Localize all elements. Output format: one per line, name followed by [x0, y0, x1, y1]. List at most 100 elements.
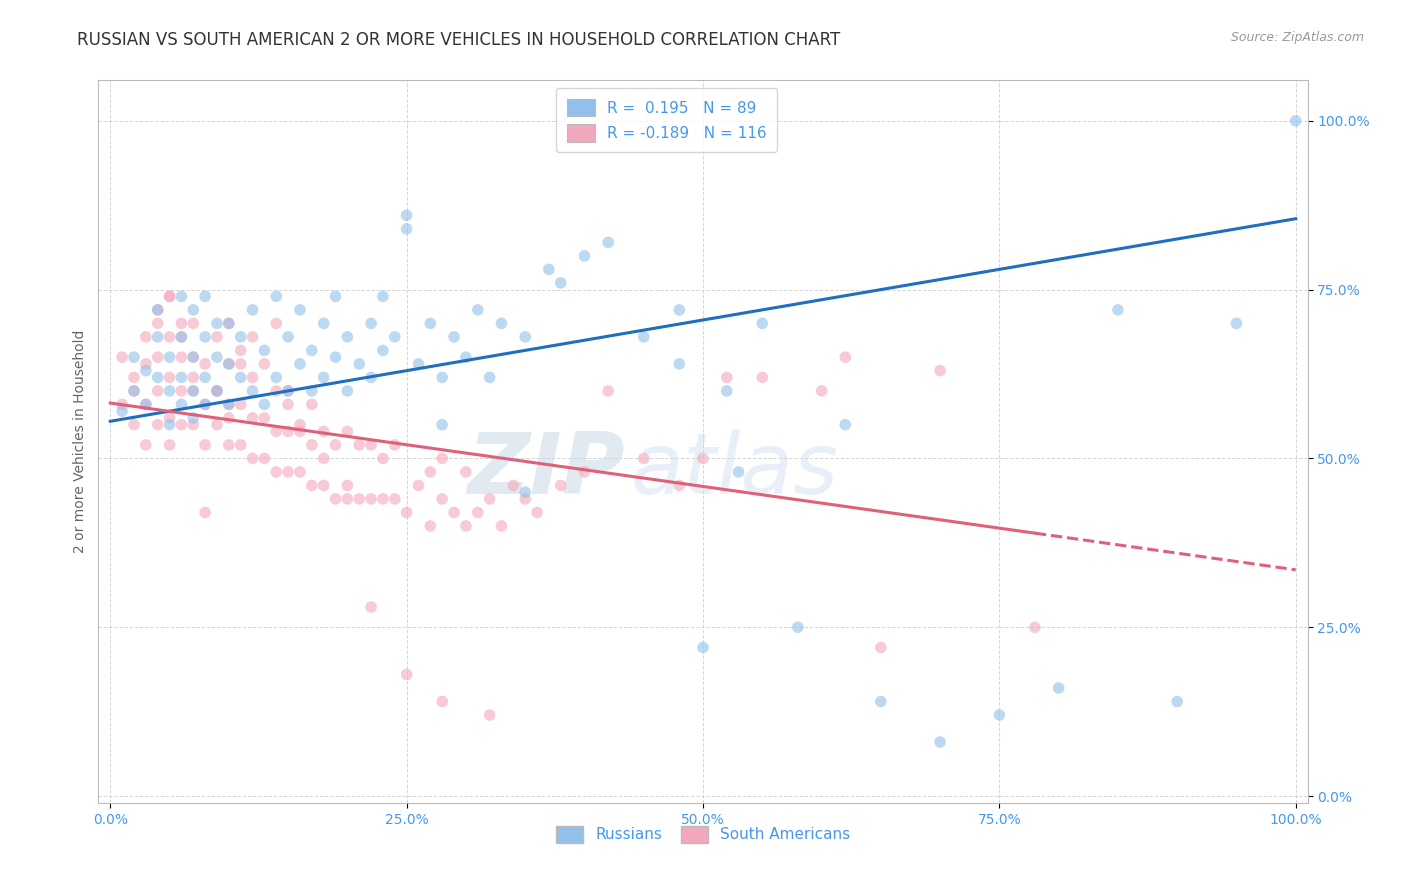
- Point: [1166, 694, 1188, 708]
- Point: [419, 317, 441, 331]
- Point: [312, 451, 335, 466]
- Point: [301, 384, 323, 398]
- Point: [170, 350, 193, 364]
- Point: [347, 491, 370, 506]
- Point: [692, 451, 714, 466]
- Point: [264, 384, 287, 398]
- Point: [159, 411, 181, 425]
- Point: [1285, 113, 1308, 128]
- Point: [751, 317, 773, 331]
- Point: [205, 384, 228, 398]
- Point: [1107, 302, 1129, 317]
- Point: [325, 350, 347, 364]
- Point: [229, 343, 252, 358]
- Point: [122, 384, 145, 398]
- Point: [598, 235, 620, 250]
- Point: [384, 330, 406, 344]
- Text: atlas: atlas: [630, 429, 838, 512]
- Point: [336, 478, 359, 492]
- Point: [170, 330, 193, 344]
- Point: [111, 350, 134, 364]
- Point: [371, 451, 394, 466]
- Point: [869, 640, 891, 655]
- Point: [218, 397, 240, 411]
- Point: [336, 425, 359, 439]
- Point: [253, 357, 276, 371]
- Point: [360, 317, 382, 331]
- Point: [668, 357, 690, 371]
- Point: [194, 397, 217, 411]
- Text: Source: ZipAtlas.com: Source: ZipAtlas.com: [1230, 31, 1364, 45]
- Point: [146, 370, 169, 384]
- Point: [288, 302, 311, 317]
- Point: [347, 357, 370, 371]
- Point: [312, 478, 335, 492]
- Point: [170, 289, 193, 303]
- Point: [312, 425, 335, 439]
- Point: [277, 425, 299, 439]
- Point: [515, 491, 537, 506]
- Point: [550, 478, 572, 492]
- Point: [454, 465, 477, 479]
- Point: [1225, 317, 1247, 331]
- Point: [170, 370, 193, 384]
- Point: [146, 317, 169, 331]
- Point: [146, 384, 169, 398]
- Point: [478, 370, 501, 384]
- Point: [443, 505, 465, 519]
- Point: [515, 330, 537, 344]
- Point: [491, 317, 513, 331]
- Point: [111, 404, 134, 418]
- Point: [277, 384, 299, 398]
- Point: [312, 370, 335, 384]
- Point: [574, 249, 596, 263]
- Point: [526, 505, 548, 519]
- Point: [253, 411, 276, 425]
- Y-axis label: 2 or more Vehicles in Household: 2 or more Vehicles in Household: [73, 330, 87, 553]
- Point: [360, 370, 382, 384]
- Point: [229, 397, 252, 411]
- Point: [325, 491, 347, 506]
- Point: [454, 350, 477, 364]
- Point: [929, 735, 952, 749]
- Point: [253, 451, 276, 466]
- Point: [159, 370, 181, 384]
- Point: [727, 465, 749, 479]
- Point: [277, 397, 299, 411]
- Point: [205, 317, 228, 331]
- Point: [135, 397, 157, 411]
- Point: [194, 370, 217, 384]
- Point: [432, 694, 454, 708]
- Point: [264, 425, 287, 439]
- Point: [218, 317, 240, 331]
- Point: [146, 302, 169, 317]
- Point: [159, 417, 181, 432]
- Point: [218, 397, 240, 411]
- Point: [181, 384, 204, 398]
- Point: [242, 370, 264, 384]
- Point: [159, 289, 181, 303]
- Point: [502, 478, 524, 492]
- Point: [1047, 681, 1070, 695]
- Point: [384, 438, 406, 452]
- Point: [419, 519, 441, 533]
- Point: [194, 438, 217, 452]
- Point: [194, 397, 217, 411]
- Legend: Russians, South Americans: Russians, South Americans: [550, 820, 856, 849]
- Point: [834, 350, 856, 364]
- Point: [205, 384, 228, 398]
- Point: [633, 451, 655, 466]
- Point: [181, 350, 204, 364]
- Point: [218, 438, 240, 452]
- Point: [264, 289, 287, 303]
- Point: [170, 384, 193, 398]
- Point: [122, 417, 145, 432]
- Point: [170, 317, 193, 331]
- Point: [537, 262, 560, 277]
- Point: [395, 222, 418, 236]
- Point: [336, 491, 359, 506]
- Text: RUSSIAN VS SOUTH AMERICAN 2 OR MORE VEHICLES IN HOUSEHOLD CORRELATION CHART: RUSSIAN VS SOUTH AMERICAN 2 OR MORE VEHI…: [77, 31, 841, 49]
- Point: [135, 438, 157, 452]
- Point: [515, 485, 537, 500]
- Point: [181, 317, 204, 331]
